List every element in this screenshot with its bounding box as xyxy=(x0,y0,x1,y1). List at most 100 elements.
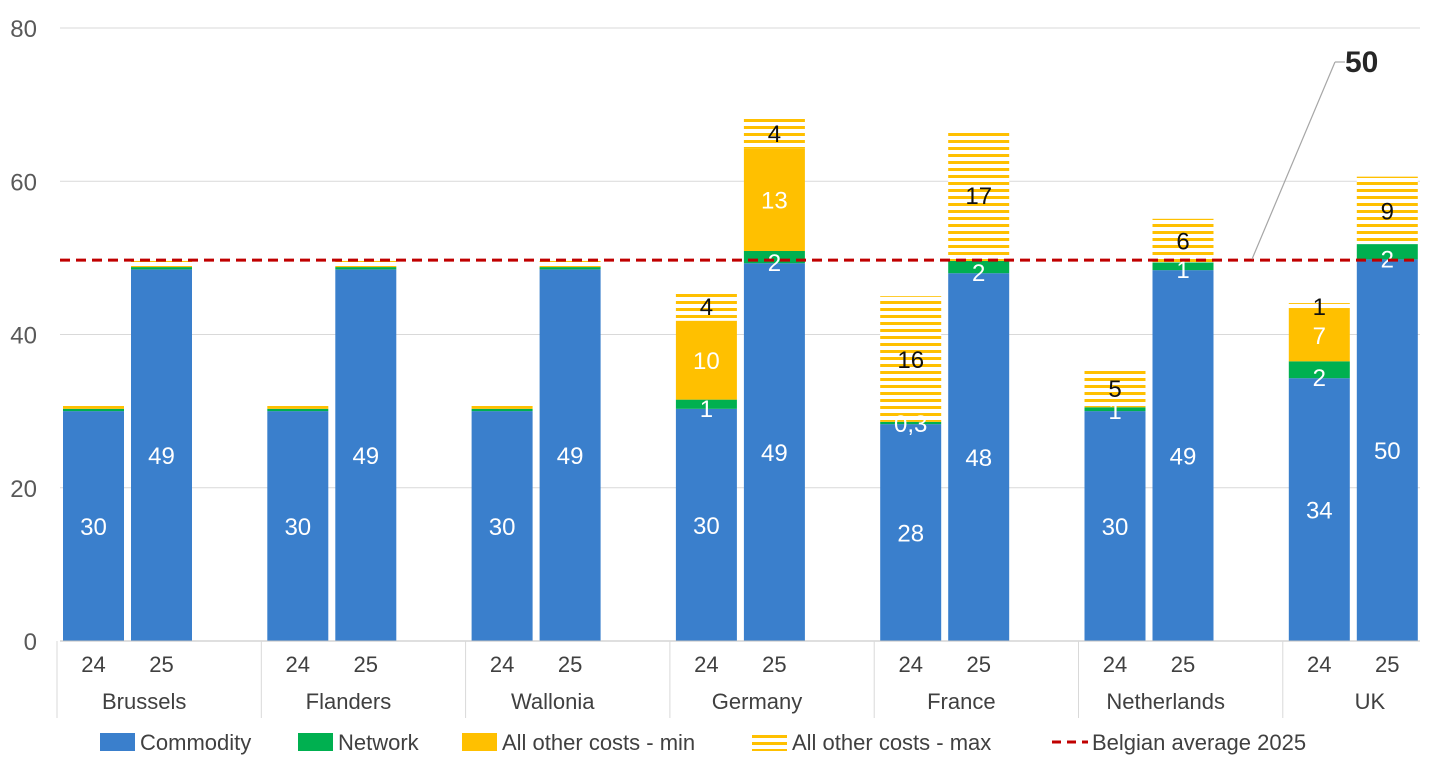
legend-swatch xyxy=(298,733,333,751)
data-label: 17 xyxy=(965,183,992,210)
bar-segment xyxy=(948,129,1010,261)
group-label: Netherlands xyxy=(1106,689,1225,714)
data-label: 49 xyxy=(761,440,788,467)
year-tick-label: 24 xyxy=(490,652,514,677)
reference-line: 50 xyxy=(60,46,1420,262)
year-tick-label: 25 xyxy=(149,652,173,677)
bar-segment xyxy=(1288,361,1350,379)
data-label: 2 xyxy=(1313,365,1326,392)
data-label: 5 xyxy=(1108,376,1121,403)
bar-segment xyxy=(131,260,192,268)
bar-segment xyxy=(675,399,737,409)
data-label: 30 xyxy=(284,514,311,541)
bar-segment xyxy=(63,408,124,412)
data-label: 7 xyxy=(1313,323,1326,350)
y-tick-label: 20 xyxy=(10,476,37,503)
year-tick-label: 24 xyxy=(1103,652,1127,677)
bar-segment xyxy=(335,267,397,270)
data-label: 50 xyxy=(1374,438,1401,465)
y-tick-label: 0 xyxy=(24,629,37,656)
data-label: 13 xyxy=(761,188,788,215)
bar-segment xyxy=(335,260,397,268)
reference-line-label: 50 xyxy=(1345,46,1378,79)
year-tick-label: 25 xyxy=(1375,652,1399,677)
group-label: Germany xyxy=(712,689,802,714)
bar-segment xyxy=(1152,218,1214,263)
bar-segment xyxy=(1152,262,1214,271)
legend-swatch xyxy=(100,733,135,751)
group-label: Wallonia xyxy=(511,689,595,714)
bar-segment xyxy=(675,408,737,641)
bar-segment xyxy=(675,290,737,321)
bar-segment xyxy=(471,411,533,641)
bar-segment xyxy=(1356,244,1418,260)
bar-segment xyxy=(1356,259,1418,641)
group-label: UK xyxy=(1355,689,1386,714)
year-tick-label: 25 xyxy=(966,652,990,677)
data-labels: 304930493049301104492134280,316482173015… xyxy=(80,121,1401,548)
bar-segment xyxy=(131,269,192,641)
bar-segment xyxy=(675,320,737,400)
legend-label: Commodity xyxy=(140,730,251,755)
legend-label: All other costs - min xyxy=(502,730,695,755)
data-label: 9 xyxy=(1381,198,1394,225)
data-label: 49 xyxy=(1170,444,1197,471)
y-tick-label: 80 xyxy=(10,16,37,43)
bar-segment xyxy=(471,403,533,409)
bar-segment xyxy=(1084,411,1146,641)
bar-segment xyxy=(1356,176,1418,245)
data-label: 1 xyxy=(700,396,713,423)
bar-segment xyxy=(743,117,805,149)
data-label: 30 xyxy=(80,514,107,541)
data-label: 6 xyxy=(1176,229,1189,256)
bar-stacks xyxy=(63,117,1418,641)
bar-segment xyxy=(267,411,329,641)
bar-segment xyxy=(539,267,601,270)
bar-segment xyxy=(1084,407,1146,412)
data-label: 1 xyxy=(1108,398,1121,425)
group-label: Flanders xyxy=(306,689,392,714)
data-label: 1 xyxy=(1313,294,1326,321)
year-tick-label: 24 xyxy=(1307,652,1331,677)
year-tick-label: 24 xyxy=(286,652,310,677)
year-tick-label: 24 xyxy=(81,652,105,677)
legend-swatch xyxy=(462,733,497,751)
bar-segment xyxy=(880,421,942,425)
year-tick-label: 25 xyxy=(558,652,582,677)
data-label: 28 xyxy=(897,521,924,548)
year-tick-label: 25 xyxy=(354,652,378,677)
bar-segment xyxy=(1288,303,1350,309)
callout-leader xyxy=(1251,61,1336,260)
data-label: 48 xyxy=(965,445,992,472)
bar-segment xyxy=(539,260,601,268)
bar-segment xyxy=(471,408,533,412)
bar-segment xyxy=(743,263,805,641)
group-label: Brussels xyxy=(102,689,186,714)
data-label: 0,3 xyxy=(894,411,927,438)
data-label: 49 xyxy=(352,443,379,470)
data-label: 2 xyxy=(1381,246,1394,273)
legend-label: All other costs - max xyxy=(792,730,991,755)
bar-segment xyxy=(1288,378,1350,641)
year-tick-label: 24 xyxy=(694,652,718,677)
y-axis: 0 20 40 60 80 xyxy=(10,16,37,656)
data-label: 16 xyxy=(897,347,924,374)
bar-segment xyxy=(63,411,124,641)
bar-segment xyxy=(743,148,805,251)
bar-segment xyxy=(131,267,192,270)
data-label: 49 xyxy=(557,443,584,470)
data-label: 10 xyxy=(693,348,720,375)
bar-segment xyxy=(335,269,397,641)
year-tick-label: 25 xyxy=(1171,652,1195,677)
data-label: 30 xyxy=(489,514,516,541)
data-label: 30 xyxy=(1102,514,1129,541)
bar-segment xyxy=(948,260,1010,274)
data-label: 2 xyxy=(768,250,781,277)
group-label: France xyxy=(927,689,995,714)
bar-segment xyxy=(267,403,329,409)
year-tick-label: 24 xyxy=(898,652,922,677)
y-tick-label: 60 xyxy=(10,169,37,196)
bar-segment xyxy=(948,273,1010,641)
bar-segment xyxy=(1152,270,1214,641)
